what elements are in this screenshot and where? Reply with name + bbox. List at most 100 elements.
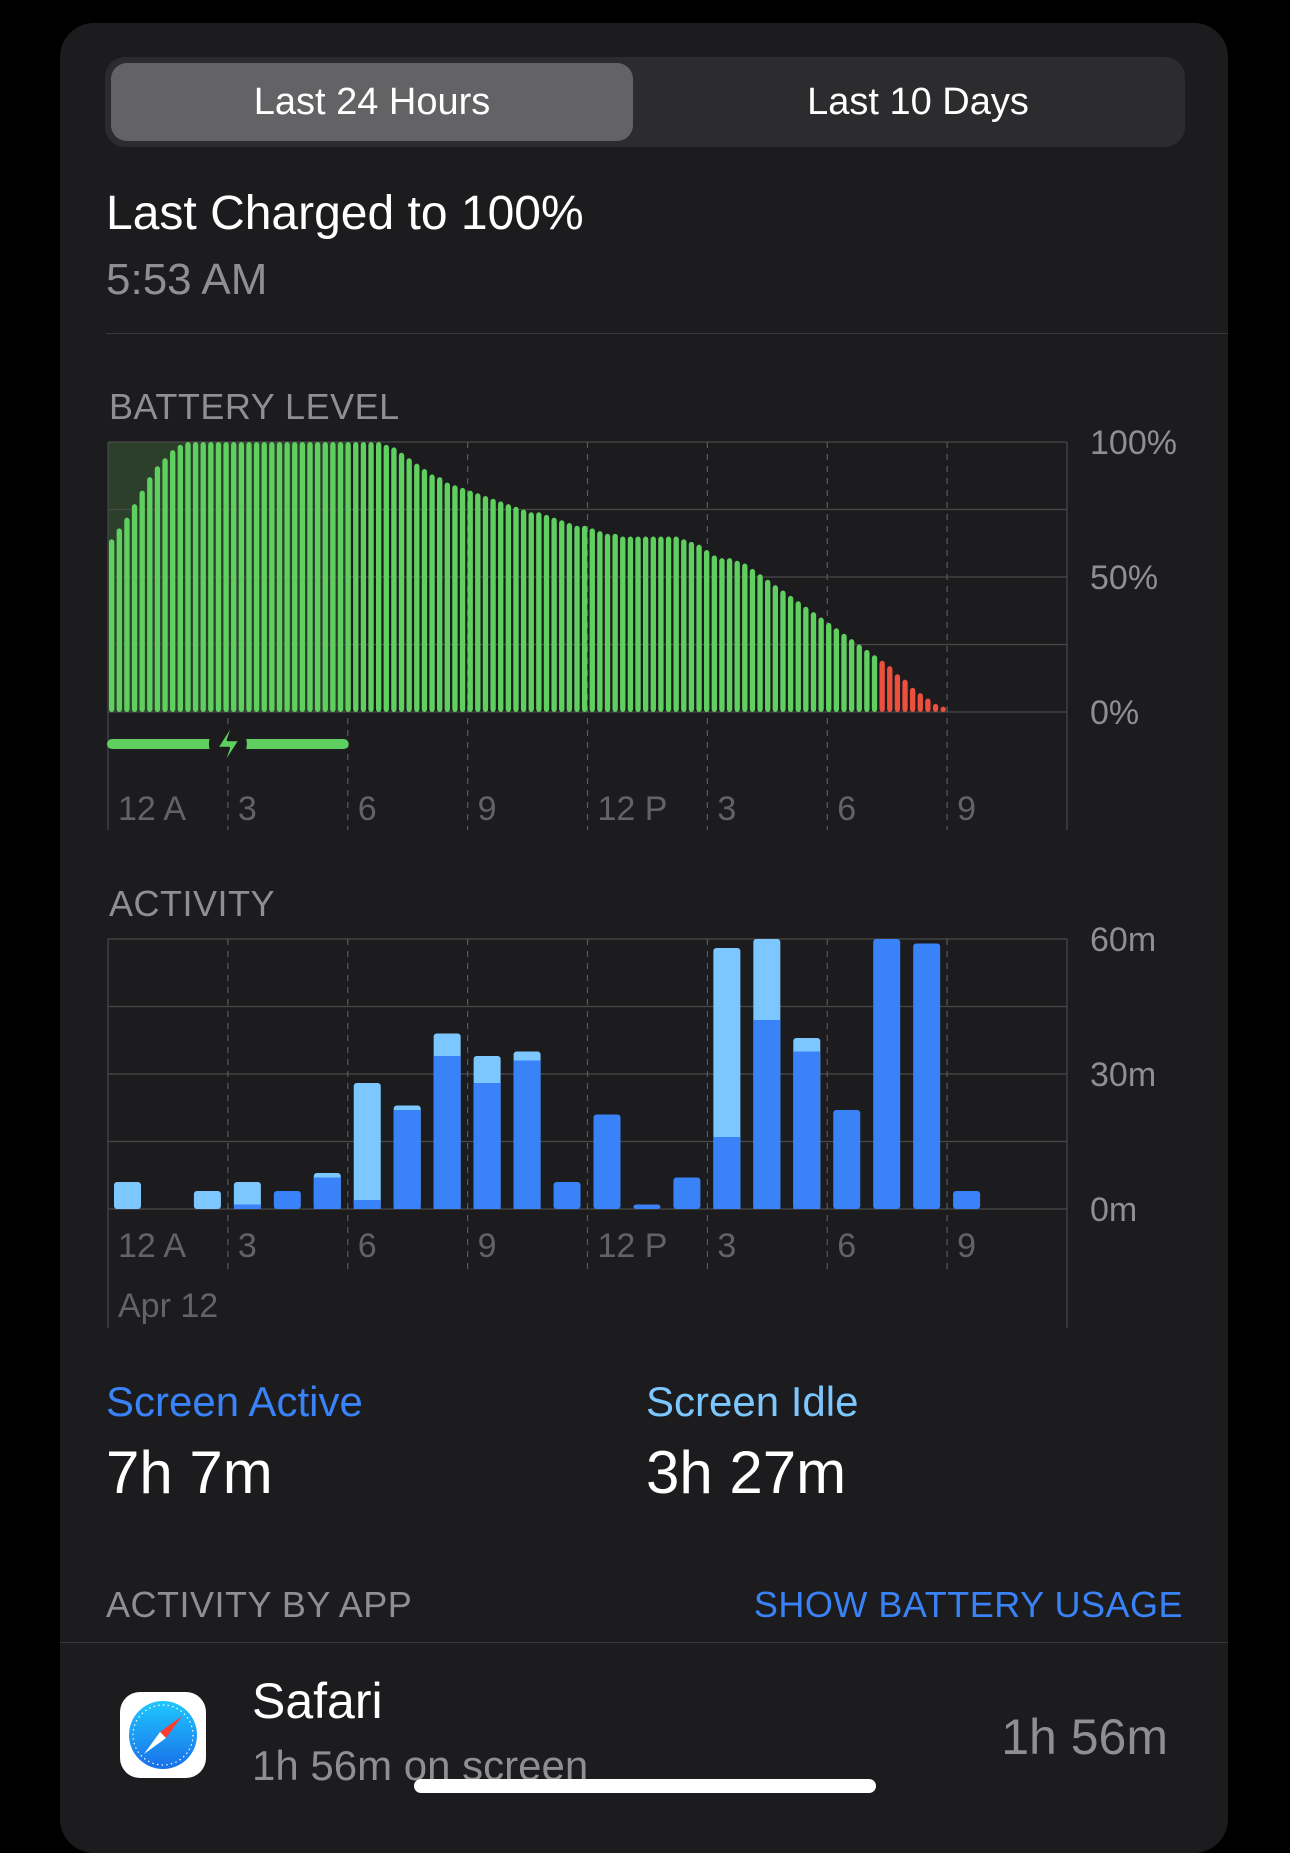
battery-card	[60, 23, 1228, 1853]
x-tick-label: 6	[837, 1227, 856, 1265]
battery-level-bar	[925, 698, 931, 712]
battery-level-bar	[192, 442, 199, 712]
app-name: Safari	[252, 1673, 383, 1729]
battery-level-bar	[818, 617, 824, 712]
battery-level-bar	[261, 442, 267, 712]
battery-level-bar	[528, 512, 534, 712]
battery-level-bar	[269, 442, 275, 712]
x-tick-label: 9	[957, 790, 976, 828]
battery-level-bar	[589, 528, 595, 712]
battery-level-bar	[665, 536, 672, 712]
app-list-divider	[60, 1642, 1228, 1643]
screen-active-bar	[873, 939, 901, 1209]
screen-active-bar	[673, 1177, 701, 1209]
battery-level-bar	[253, 442, 260, 712]
x-tick-label: 12 P	[598, 1227, 668, 1265]
battery-level-bar	[536, 512, 542, 712]
battery-level-bar	[803, 606, 809, 712]
battery-level-bar	[368, 442, 374, 712]
screen-active-bar	[473, 1083, 501, 1209]
screen-active-bar	[713, 1137, 741, 1209]
battery-level-bar	[421, 469, 428, 712]
screen-active-bar	[553, 1182, 581, 1209]
battery-level-bar	[940, 706, 946, 712]
battery-level-bar	[574, 525, 580, 712]
home-indicator[interactable]	[414, 1779, 876, 1793]
battery-level-bar	[627, 536, 634, 712]
battery-level-bar	[757, 574, 763, 712]
battery-level-bar	[223, 442, 229, 712]
battery-level-bar	[238, 442, 245, 712]
battery-level-bar	[848, 639, 855, 712]
battery-level-bar	[635, 536, 641, 712]
battery-level-bar	[658, 536, 664, 712]
battery-level-bar	[337, 442, 344, 712]
battery-level-bar	[284, 442, 290, 712]
section-divider	[106, 333, 1228, 334]
battery-level-bar	[391, 447, 397, 712]
battery-level-bar	[704, 550, 710, 712]
battery-level-bar	[170, 450, 176, 712]
battery-level-bar	[673, 536, 679, 712]
battery-level-bar	[162, 458, 168, 712]
screen-idle-label: Screen Idle	[646, 1378, 859, 1425]
time-range-segmented-control: Last 24 Hours Last 10 Days	[105, 57, 1185, 147]
battery-level-bar	[452, 485, 458, 712]
battery-level-bar	[345, 442, 351, 712]
battery-level-bar	[902, 679, 908, 712]
battery-level-bar	[551, 517, 557, 712]
x-tick-label: 9	[478, 790, 497, 828]
battery-level-bar	[612, 533, 618, 712]
battery-level-bar	[437, 477, 443, 712]
activity-date-label: Apr 12	[118, 1287, 219, 1325]
battery-level-bar	[696, 544, 702, 712]
battery-level-bar	[543, 514, 550, 712]
battery-level-bar	[810, 612, 817, 712]
battery-level-bar	[292, 442, 298, 712]
screen-idle-bar	[233, 1182, 261, 1209]
battery-level-bar	[772, 585, 779, 712]
battery-level-bar	[360, 442, 367, 712]
battery-level-bar	[482, 496, 489, 712]
battery-level-bar	[498, 501, 504, 712]
y-tick-label: 0m	[1090, 1191, 1137, 1229]
battery-level-bar	[375, 442, 382, 712]
battery-level-bar	[826, 622, 832, 712]
battery-level-bar	[231, 442, 237, 712]
app-usage-time: 1h 56m	[1001, 1709, 1168, 1765]
battery-level-bar	[642, 536, 649, 712]
battery-level-bar	[604, 533, 611, 712]
x-tick-label: 12 A	[118, 790, 186, 828]
screen-active-bar	[913, 943, 941, 1209]
show-battery-usage-button[interactable]: SHOW BATTERY USAGE	[753, 1584, 1183, 1625]
battery-level-bar	[688, 541, 695, 712]
battery-level-chart: 100% 50% 0% 12 A 3 6 9 12 P 3 6 9	[107, 424, 1177, 830]
battery-level-bar	[383, 444, 389, 712]
x-tick-label: 9	[478, 1227, 497, 1265]
activity-chart: 60m 30m 0m 12 A 3 6 9 12 P 3 6 9	[107, 921, 1156, 1328]
y-tick-label: 50%	[1090, 559, 1158, 597]
battery-level-bar	[917, 693, 923, 712]
battery-level-bar	[932, 703, 939, 712]
x-tick-label: 6	[358, 790, 377, 828]
battery-level-bar	[475, 493, 481, 712]
tab-last-24-hours[interactable]: Last 24 Hours	[111, 63, 633, 141]
screen-active-bar	[273, 1191, 301, 1209]
battery-level-bar	[109, 539, 115, 712]
battery-level-bar	[879, 660, 885, 712]
battery-level-bar	[147, 477, 153, 712]
battery-level-bar	[353, 442, 359, 712]
battery-level-bar	[505, 504, 512, 712]
battery-level-bar	[322, 442, 328, 712]
battery-level-bar	[154, 466, 161, 712]
last-charged-time: 5:53 AM	[106, 255, 268, 304]
screen-idle-bar	[193, 1191, 221, 1209]
screen-active-label: Screen Active	[106, 1378, 363, 1425]
battery-level-bar	[299, 442, 306, 712]
safari-compass-icon	[120, 1692, 206, 1778]
battery-level-bar	[490, 498, 496, 712]
tab-last-10-days[interactable]: Last 10 Days	[807, 80, 1029, 123]
y-tick-label: 0%	[1090, 694, 1139, 732]
battery-level-bar	[795, 601, 801, 712]
battery-level-bar	[742, 563, 748, 712]
